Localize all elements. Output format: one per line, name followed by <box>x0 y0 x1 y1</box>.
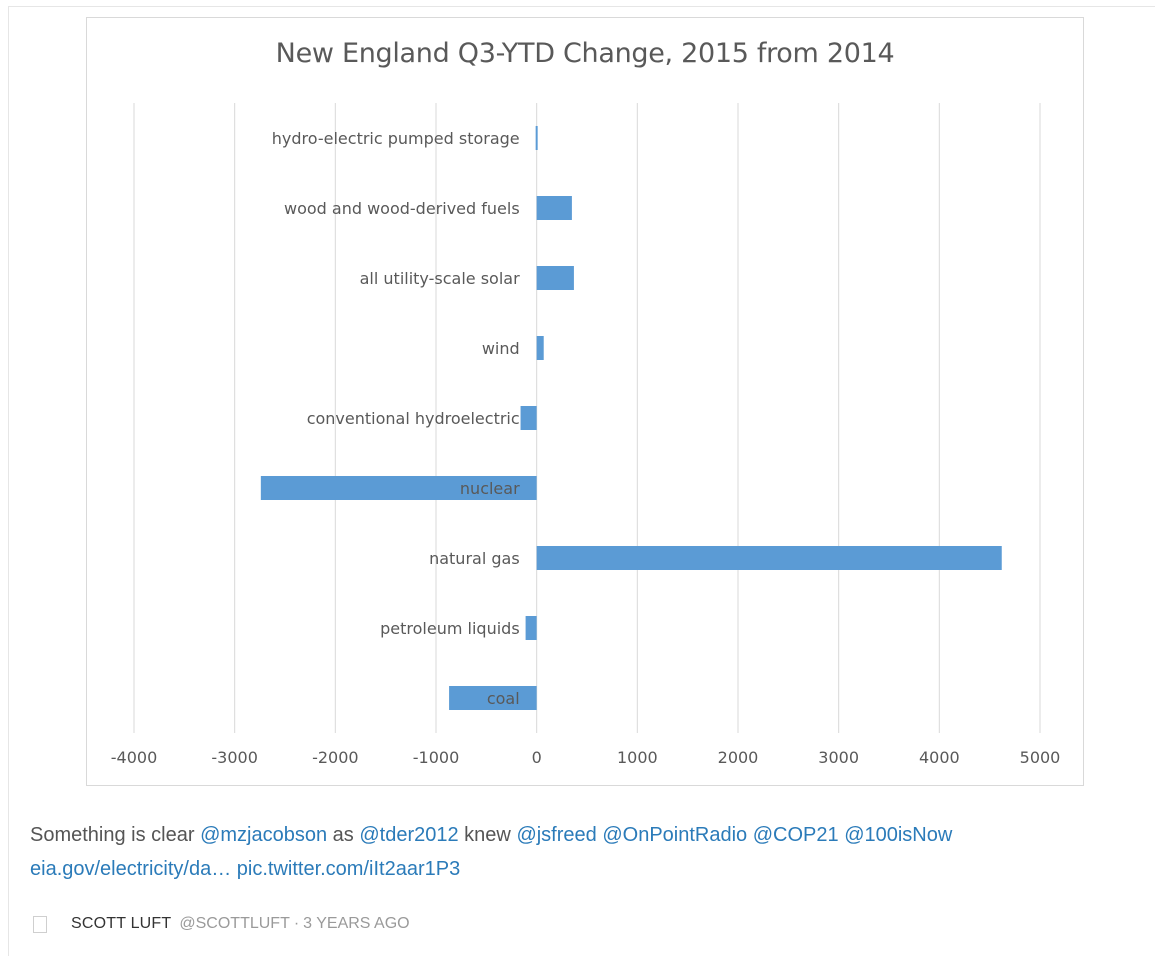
bar-2 <box>536 266 574 290</box>
timestamp[interactable]: 3 YEARS AGO <box>303 915 410 932</box>
tweet-card <box>8 6 1155 956</box>
category-label: wind <box>482 339 520 358</box>
tweet-link[interactable]: @jsfreed <box>516 824 597 846</box>
bar-6 <box>536 546 1002 570</box>
category-label: nuclear <box>460 479 520 498</box>
x-tick-label: 4000 <box>919 748 960 767</box>
x-tick-label: -1000 <box>413 748 460 767</box>
tweet-text-segment: as <box>327 824 360 846</box>
tweet-text-segment: Something is clear <box>30 824 201 846</box>
tweet-text-segment: knew <box>458 824 517 846</box>
tweet-link[interactable]: @tder2012 <box>359 824 459 846</box>
bar-5 <box>260 476 537 500</box>
chart-title: New England Q3-YTD Change, 2015 from 201… <box>275 38 895 69</box>
tweet-link[interactable]: eia.gov/electricity/da… <box>30 858 232 880</box>
category-label: wood and wood-derived fuels <box>284 199 520 218</box>
tweet-link[interactable]: @mzjacobson <box>200 824 328 846</box>
x-tick-label: 2000 <box>718 748 759 767</box>
separator: · <box>293 915 300 932</box>
author-handle[interactable]: @SCOTTLUFT <box>179 915 290 932</box>
x-tick-label: -4000 <box>111 748 158 767</box>
category-label: all utility-scale solar <box>360 269 520 288</box>
x-tick-label: -2000 <box>312 748 359 767</box>
tweet-link[interactable]: @100isNow <box>844 824 953 846</box>
category-label: coal <box>487 689 520 708</box>
x-tick-label: 3000 <box>818 748 859 767</box>
category-label: hydro-electric pumped storage <box>272 129 520 148</box>
chart-frame <box>86 17 1084 786</box>
x-tick-label: 0 <box>532 748 542 767</box>
avatar[interactable] <box>33 915 47 933</box>
bar-3 <box>536 336 544 360</box>
x-tick-label: -3000 <box>211 748 258 767</box>
tweet-footer: SCOTT LUFT @SCOTTLUFT · 3 YEARS AGO <box>33 912 410 936</box>
x-tick-label: 1000 <box>617 748 658 767</box>
category-label: natural gas <box>429 549 520 568</box>
bar-4 <box>520 406 537 430</box>
bar-chart: hydro-electric pumped storage wood and wo… <box>111 103 1061 767</box>
bar-7 <box>525 616 537 640</box>
x-tick-label: 5000 <box>1020 748 1061 767</box>
tweet-link[interactable]: pic.twitter.com/iIt2aar1P3 <box>236 858 461 880</box>
bar-8 <box>449 686 537 710</box>
category-label: petroleum liquids <box>380 619 520 638</box>
tweet-text: Something is clear @mzjacobson as @tder2… <box>30 818 1150 886</box>
bar-0 <box>535 126 538 150</box>
category-label: conventional hydroelectric <box>307 409 520 428</box>
bar-1 <box>536 196 572 220</box>
tweet-link[interactable]: @COP21 <box>752 824 839 846</box>
tweet-link[interactable]: @OnPointRadio <box>602 824 748 846</box>
author-name[interactable]: SCOTT LUFT <box>71 915 172 932</box>
